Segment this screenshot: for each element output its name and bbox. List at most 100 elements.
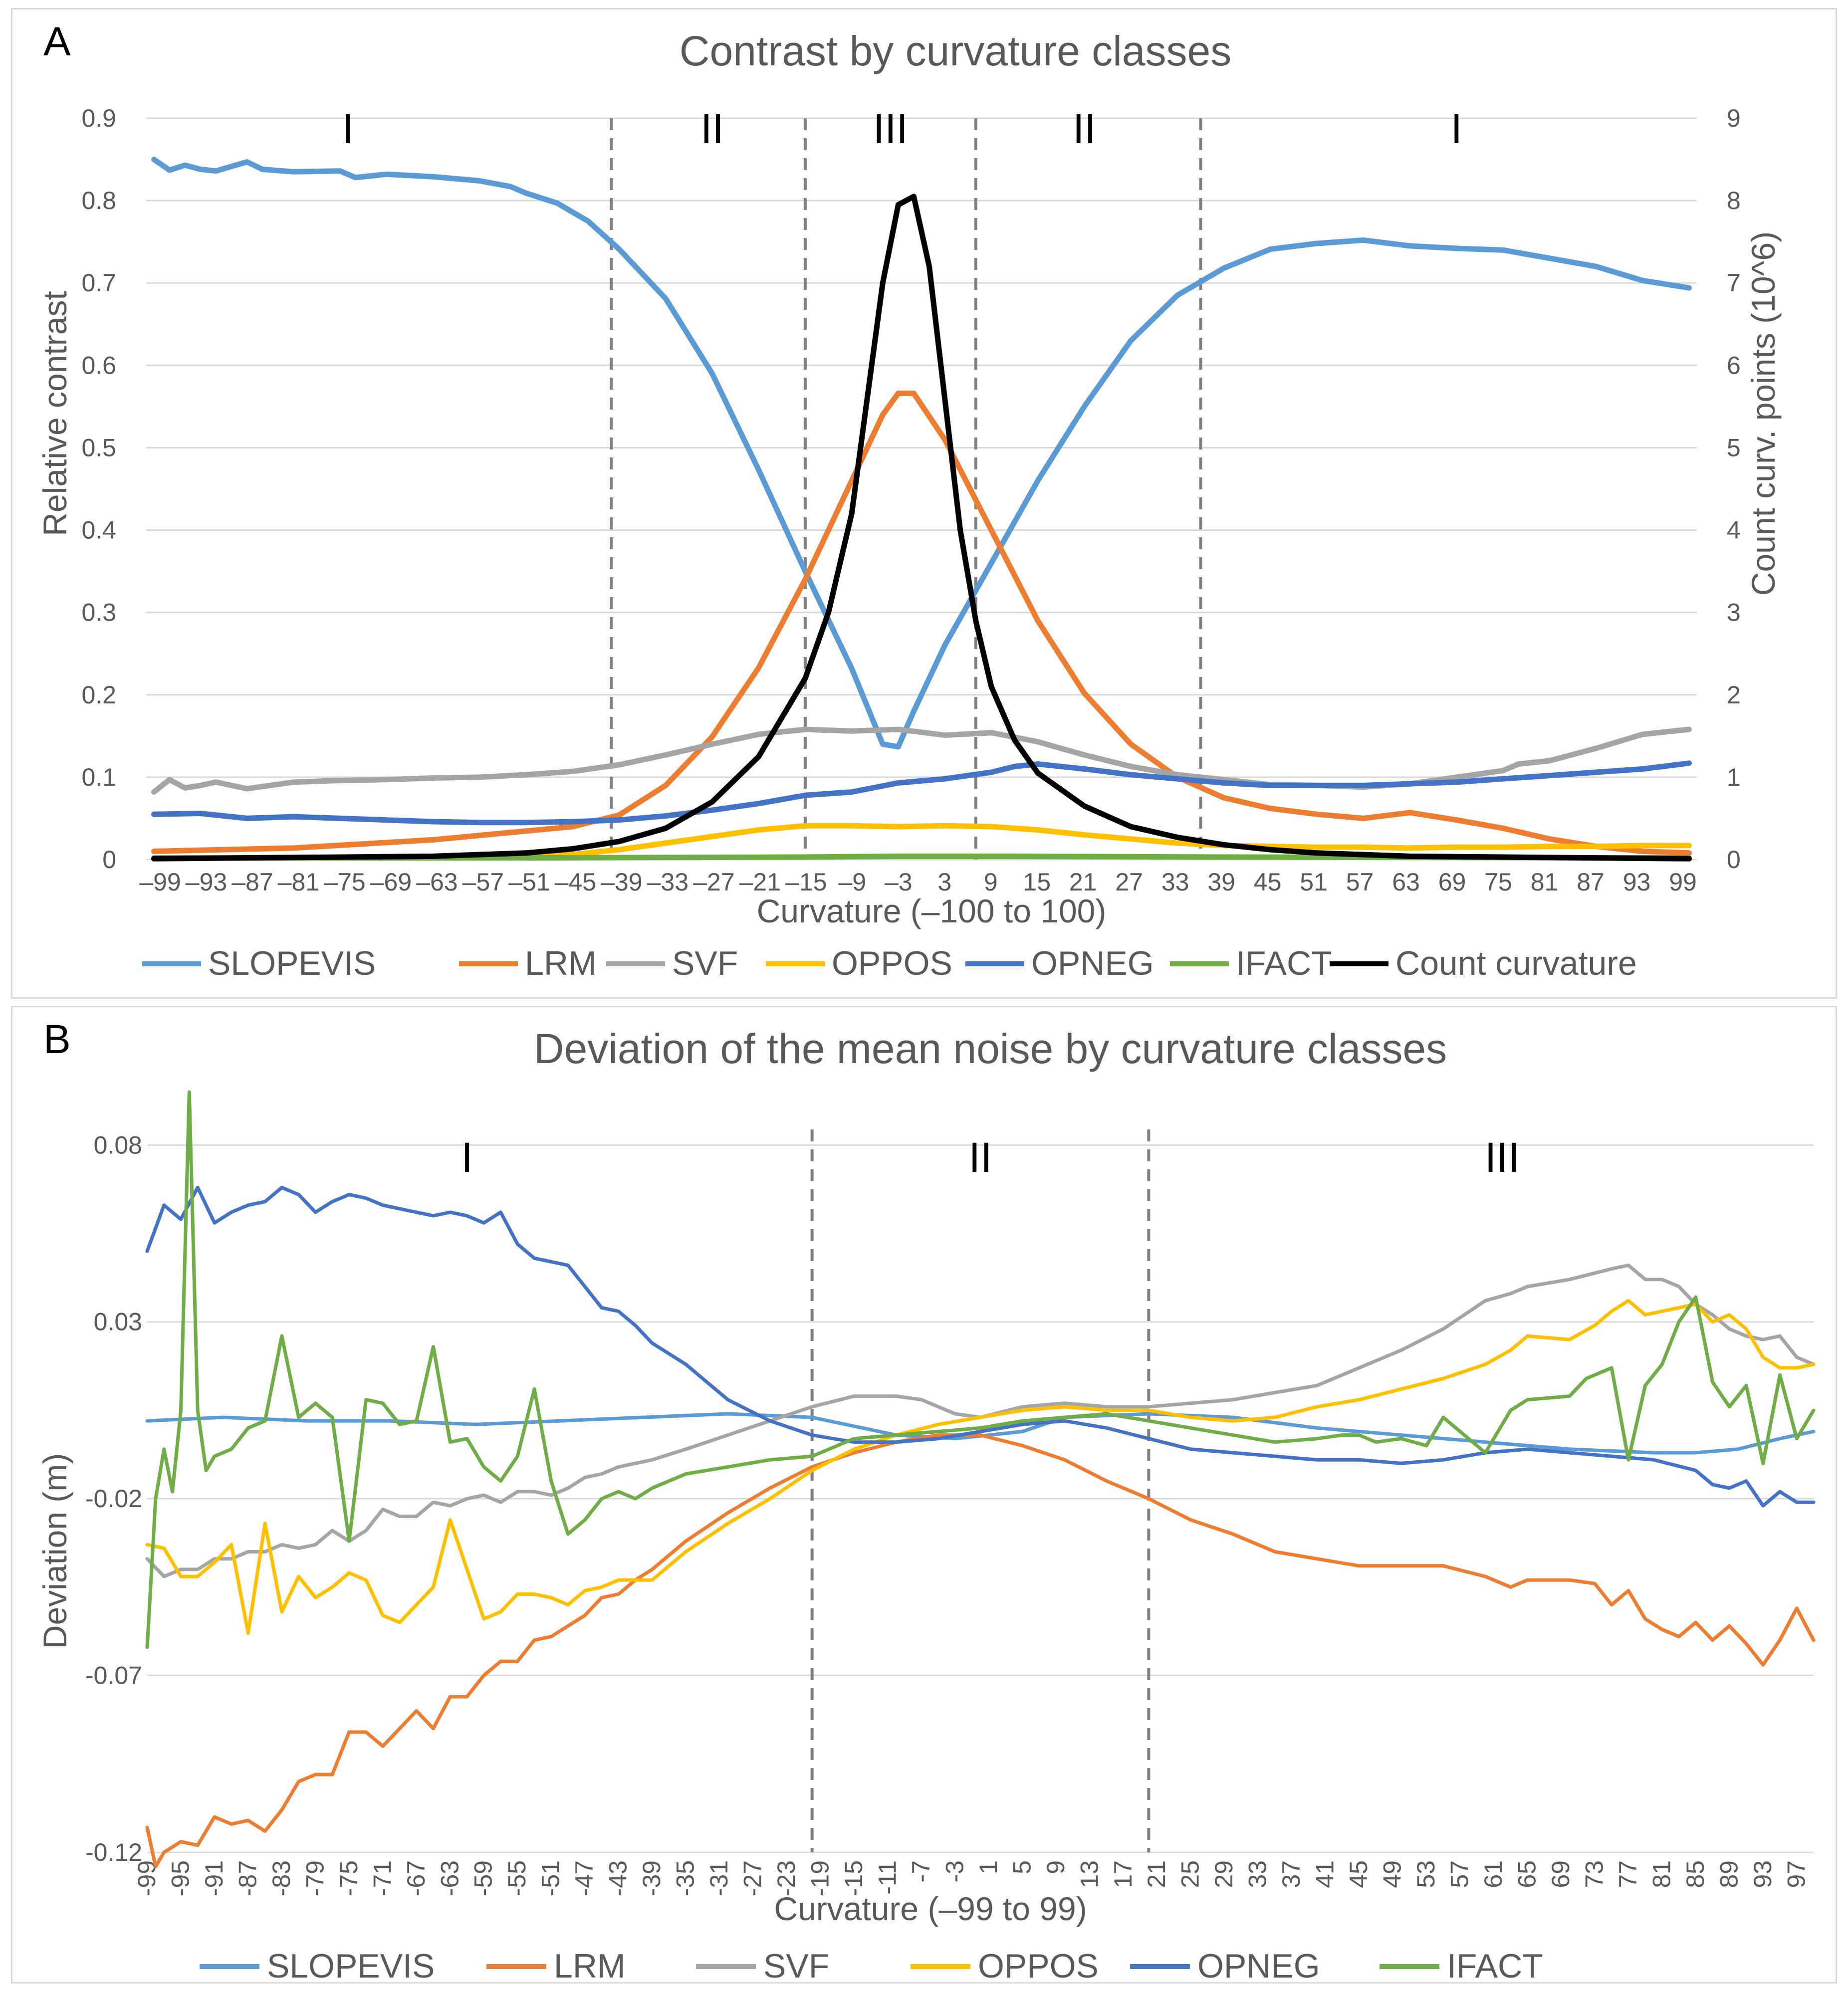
x-tick-b: 85 (1681, 1860, 1709, 1888)
legend-label-b: IFACT (1447, 1947, 1543, 1985)
x-tick-b: 17 (1109, 1860, 1137, 1888)
chart-panel-a: A Contrast by curvature classes Curvatur… (11, 8, 1837, 999)
x-tick-a: –39 (601, 868, 642, 896)
x-tick-b: 81 (1647, 1860, 1675, 1888)
series-b (145, 1090, 1816, 1868)
series-line-b-opneg (145, 1185, 1816, 1508)
chart-title-a: Contrast by curvature classes (680, 27, 1231, 74)
x-tick-b: -23 (772, 1860, 800, 1896)
y-tick-b: -0.07 (85, 1662, 142, 1690)
x-tick-b: 5 (1008, 1860, 1036, 1874)
y-tick-a: 0.4 (81, 516, 116, 544)
x-tick-b: -75 (335, 1860, 363, 1896)
y-tick-a: 0.9 (81, 104, 116, 132)
class-label-a: II (700, 105, 724, 152)
y-tick-b: 0.08 (94, 1131, 142, 1159)
x-tick-a: –3 (885, 868, 913, 896)
x-tick-b: -31 (705, 1860, 733, 1896)
x-tick-a: 3 (937, 868, 951, 896)
x-axis-label-b: Curvature (–99 to 99) (774, 1890, 1087, 1927)
x-tick-b: 93 (1749, 1860, 1777, 1888)
x-tick-b: -27 (739, 1860, 767, 1896)
y-tick-a: 0.7 (81, 269, 116, 297)
x-tick-a: –21 (739, 868, 781, 896)
ticks-a: 00.10.20.30.40.50.60.70.80.90123456789–9… (81, 104, 1740, 896)
y2-tick-a: 3 (1727, 599, 1741, 627)
x-tick-a: 99 (1669, 868, 1697, 896)
y2-axis-label-a: Count curv. points (10^6) (1745, 231, 1782, 596)
series-line-b-svf (145, 1263, 1816, 1578)
y-tick-a: 0.3 (81, 599, 116, 627)
x-tick-a: –99 (139, 868, 181, 896)
series-line-a-opneg (151, 760, 1692, 826)
x-tick-b: 65 (1513, 1860, 1541, 1888)
class-label-b: I (461, 1134, 472, 1181)
x-tick-b: 97 (1782, 1860, 1810, 1888)
x-tick-a: 63 (1392, 868, 1420, 896)
x-tick-b: -67 (402, 1860, 430, 1896)
x-tick-a: –87 (231, 868, 273, 896)
x-tick-a: –15 (785, 868, 827, 896)
x-tick-a: –45 (555, 868, 596, 896)
series-line-a-lrm (151, 391, 1692, 856)
series-line-b-slopevis (145, 1412, 1816, 1455)
ticks-b: 0.080.03-0.02-0.07-0.12-99 -95 -91 -87 -83 -7… (85, 1131, 1810, 1896)
x-tick-b: -43 (604, 1860, 632, 1896)
x-tick-b: -71 (368, 1860, 396, 1896)
x-tick-b: -3 (940, 1860, 968, 1882)
series-line-b-oppos (145, 1299, 1816, 1635)
x-tick-b: -91 (200, 1860, 228, 1896)
series-line-a-count-curvature (151, 194, 1692, 862)
legend-label-a: Count curvature (1395, 944, 1637, 982)
x-tick-a: 39 (1207, 868, 1235, 896)
y-axis-label-a: Relative contrast (36, 291, 73, 536)
x-tick-b: -39 (638, 1860, 666, 1896)
x-tick-a: –93 (186, 868, 227, 896)
x-tick-b: -59 (469, 1860, 497, 1896)
y2-tick-a: 0 (1727, 846, 1741, 874)
x-axis-label-a: Curvature (–100 to 100) (757, 892, 1107, 929)
class-label-a: I (1451, 105, 1462, 152)
x-tick-b: -83 (267, 1860, 295, 1896)
x-tick-b: 53 (1412, 1860, 1440, 1888)
x-tick-a: 15 (1023, 868, 1051, 896)
series-line-a-slopevis (151, 157, 1692, 750)
x-tick-a: –81 (278, 868, 319, 896)
x-tick-b: -47 (570, 1860, 598, 1896)
x-tick-b: 45 (1345, 1860, 1373, 1888)
legend-label-a: OPNEG (1031, 944, 1154, 982)
x-tick-b: -87 (233, 1860, 261, 1896)
y2-tick-a: 8 (1727, 187, 1741, 215)
legend-label-b: OPPOS (978, 1947, 1099, 1985)
y2-tick-a: 7 (1727, 269, 1741, 297)
y-tick-a: 0.5 (81, 434, 116, 461)
x-tick-b: -7 (907, 1860, 935, 1882)
x-tick-a: –69 (370, 868, 412, 896)
x-tick-b: -19 (806, 1860, 834, 1896)
series-line-b-lrm (145, 1433, 1816, 1868)
class-boundaries-b (810, 1129, 1151, 1852)
x-tick-b: -63 (436, 1860, 463, 1896)
x-tick-a: 93 (1623, 868, 1651, 896)
x-tick-a: 27 (1115, 868, 1143, 896)
series-line-a-svf (151, 726, 1692, 795)
x-tick-b: -51 (537, 1860, 565, 1896)
x-tick-b: 69 (1547, 1860, 1575, 1888)
x-tick-a: –75 (324, 868, 365, 896)
x-tick-a: 69 (1438, 868, 1466, 896)
class-label-b: III (1485, 1134, 1520, 1181)
panel-label-a: A (43, 19, 71, 64)
x-tick-b: 33 (1244, 1860, 1272, 1888)
x-tick-b: -11 (873, 1860, 901, 1895)
legend-label-b: SLOPEVIS (267, 1947, 435, 1985)
series-line-a-oppos (151, 823, 1692, 861)
y2-tick-a: 2 (1727, 681, 1741, 709)
y-tick-b: -0.12 (85, 1838, 142, 1866)
x-tick-a: 57 (1346, 868, 1374, 896)
x-tick-b: 61 (1479, 1860, 1507, 1888)
x-tick-b: 21 (1143, 1860, 1170, 1888)
class-label-a: II (1073, 105, 1096, 152)
y-tick-b: -0.02 (85, 1485, 142, 1513)
legend-label-a: LRM (525, 944, 597, 982)
class-label-a: I (342, 105, 353, 152)
